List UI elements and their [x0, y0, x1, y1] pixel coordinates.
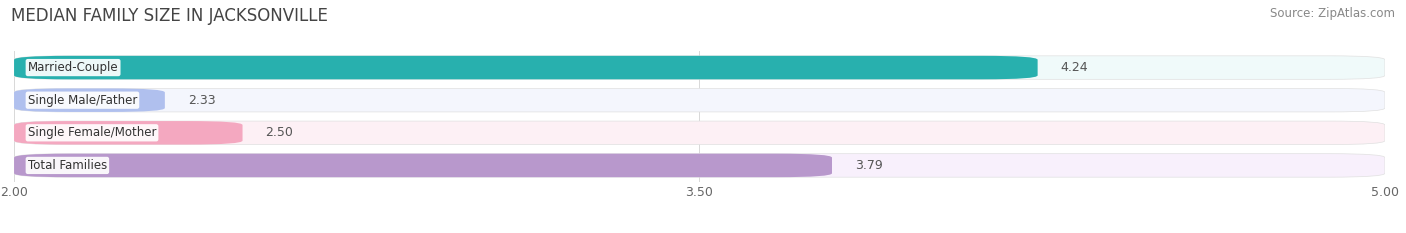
FancyBboxPatch shape: [14, 154, 1385, 177]
Text: 2.33: 2.33: [188, 94, 215, 107]
Text: Married-Couple: Married-Couple: [28, 61, 118, 74]
Text: MEDIAN FAMILY SIZE IN JACKSONVILLE: MEDIAN FAMILY SIZE IN JACKSONVILLE: [11, 7, 328, 25]
FancyBboxPatch shape: [14, 89, 165, 112]
Text: 4.24: 4.24: [1060, 61, 1088, 74]
FancyBboxPatch shape: [14, 56, 1385, 79]
FancyBboxPatch shape: [14, 56, 1038, 79]
Text: Single Female/Mother: Single Female/Mother: [28, 126, 156, 139]
FancyBboxPatch shape: [14, 121, 242, 144]
Text: Source: ZipAtlas.com: Source: ZipAtlas.com: [1270, 7, 1395, 20]
FancyBboxPatch shape: [14, 89, 1385, 112]
Text: Single Male/Father: Single Male/Father: [28, 94, 138, 107]
Text: Total Families: Total Families: [28, 159, 107, 172]
Text: 2.50: 2.50: [266, 126, 294, 139]
Text: 3.79: 3.79: [855, 159, 883, 172]
FancyBboxPatch shape: [14, 154, 832, 177]
FancyBboxPatch shape: [14, 121, 1385, 144]
